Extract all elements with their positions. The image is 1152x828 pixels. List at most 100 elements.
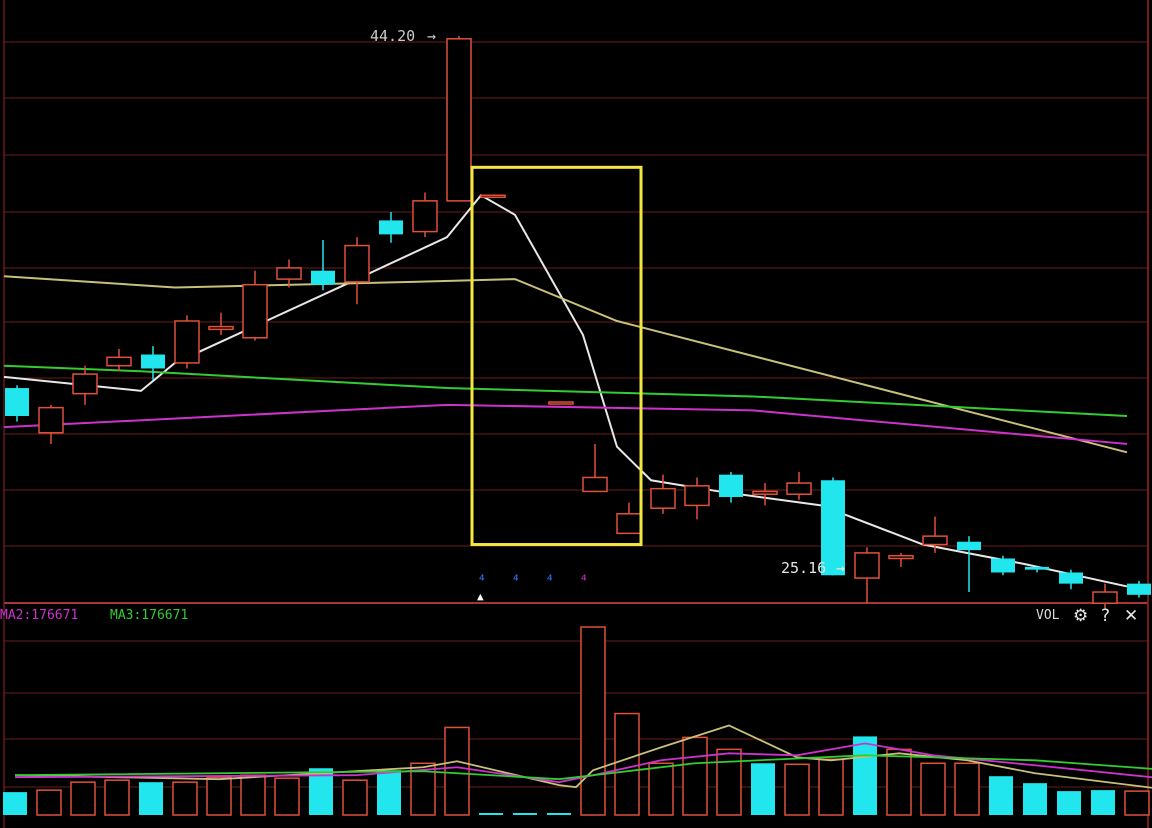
candle-body bbox=[821, 480, 845, 576]
candle bbox=[719, 471, 743, 503]
candle bbox=[684, 477, 710, 520]
volume-bar bbox=[954, 762, 980, 816]
volume-bar bbox=[580, 626, 606, 816]
candle bbox=[72, 365, 98, 405]
candle bbox=[548, 401, 574, 405]
volume-bar bbox=[853, 736, 877, 815]
signal-flag-icon: ⁴ bbox=[581, 573, 587, 589]
candle bbox=[650, 474, 676, 514]
candle-body bbox=[208, 325, 234, 331]
volume-bar bbox=[172, 781, 198, 816]
candle bbox=[446, 36, 472, 202]
candle-body bbox=[684, 485, 710, 507]
volume-vma3-line bbox=[14, 754, 1152, 781]
candle-body bbox=[786, 482, 812, 495]
volume-bars bbox=[3, 626, 1150, 816]
candle bbox=[242, 270, 268, 341]
current-bar-marker-icon: ▲ bbox=[477, 590, 484, 603]
candle-body bbox=[991, 558, 1015, 573]
candle-body bbox=[38, 406, 64, 434]
candle-body bbox=[616, 513, 642, 535]
gear-icon[interactable]: ⚙ bbox=[1073, 606, 1088, 626]
close-icon[interactable]: ✕ bbox=[1124, 606, 1138, 626]
candle-body bbox=[446, 38, 472, 202]
volume-bar bbox=[818, 758, 844, 816]
price-ma5-line bbox=[3, 193, 1128, 588]
candlesticks bbox=[5, 36, 1151, 609]
candle-body bbox=[344, 244, 370, 283]
volume-bar bbox=[547, 813, 571, 816]
volume-bar bbox=[989, 776, 1013, 815]
candle bbox=[582, 443, 608, 493]
volume-bar bbox=[751, 763, 775, 815]
candle-body bbox=[5, 388, 29, 416]
candle-body bbox=[957, 541, 981, 551]
candle bbox=[1059, 569, 1083, 590]
candle bbox=[38, 404, 64, 444]
vol-ma3-legend: MA3:176671 bbox=[110, 608, 188, 623]
volume-bar bbox=[206, 776, 232, 816]
volume-bar bbox=[1057, 791, 1081, 815]
volume-bar bbox=[1091, 790, 1115, 815]
candle-body bbox=[72, 373, 98, 395]
candle-body bbox=[379, 220, 403, 235]
highlight-box bbox=[470, 165, 643, 547]
volume-bar bbox=[1124, 790, 1150, 816]
volume-bar bbox=[614, 712, 640, 816]
candle-body bbox=[412, 200, 438, 233]
candle bbox=[276, 259, 302, 288]
candle bbox=[379, 212, 403, 243]
vol-indicator-label[interactable]: VOL bbox=[1036, 608, 1060, 623]
candle-body bbox=[480, 194, 506, 199]
help-icon[interactable]: ? bbox=[1101, 606, 1110, 626]
candle bbox=[344, 237, 370, 305]
candle bbox=[208, 312, 234, 335]
volume-bar bbox=[70, 781, 96, 816]
candle bbox=[106, 348, 132, 372]
candle bbox=[821, 477, 845, 576]
volume-bar bbox=[479, 813, 503, 816]
candle bbox=[752, 483, 778, 506]
candle-body bbox=[922, 535, 948, 546]
candle bbox=[1127, 580, 1151, 598]
volume-bar bbox=[444, 726, 470, 816]
candle-body bbox=[242, 283, 268, 339]
price-ma60-line bbox=[3, 403, 1128, 445]
vol-ma2-legend: MA2:176671 bbox=[0, 608, 78, 623]
candle-body bbox=[752, 490, 778, 495]
candle-body bbox=[141, 354, 165, 369]
price-ma10-line bbox=[3, 275, 1128, 454]
candle-body bbox=[1059, 572, 1083, 584]
volume-moving-averages bbox=[14, 724, 1152, 789]
volume-bar bbox=[36, 789, 62, 816]
low-price-label: 25.16 bbox=[781, 559, 826, 577]
high-price-arrow-icon: → bbox=[427, 27, 436, 45]
candle-body bbox=[1025, 566, 1049, 570]
candle bbox=[311, 239, 335, 291]
candle bbox=[786, 471, 812, 500]
candle bbox=[5, 385, 29, 422]
candle-body bbox=[719, 474, 743, 498]
candle bbox=[480, 194, 506, 199]
volume-bar bbox=[513, 813, 537, 816]
candle-body bbox=[888, 554, 914, 560]
candle-body bbox=[854, 552, 880, 579]
candle bbox=[854, 547, 880, 604]
volume-bar bbox=[274, 777, 300, 816]
volume-bar bbox=[139, 782, 163, 815]
volume-bar bbox=[1023, 783, 1047, 815]
volume-bar bbox=[342, 779, 368, 816]
volume-bar bbox=[240, 774, 266, 816]
candle-body bbox=[276, 267, 302, 280]
candle-body bbox=[548, 401, 574, 405]
candle-body bbox=[582, 476, 608, 493]
high-price-label: 44.20 bbox=[370, 27, 415, 45]
signal-flag-icon: ⁴ bbox=[479, 573, 485, 589]
candle bbox=[174, 315, 200, 369]
volume-bar bbox=[716, 748, 742, 816]
candle bbox=[957, 536, 981, 593]
volume-bar bbox=[784, 763, 810, 816]
candle-body bbox=[174, 320, 200, 364]
signal-markers: ⁴ ⁴ ⁴ ⁴ bbox=[479, 573, 587, 589]
